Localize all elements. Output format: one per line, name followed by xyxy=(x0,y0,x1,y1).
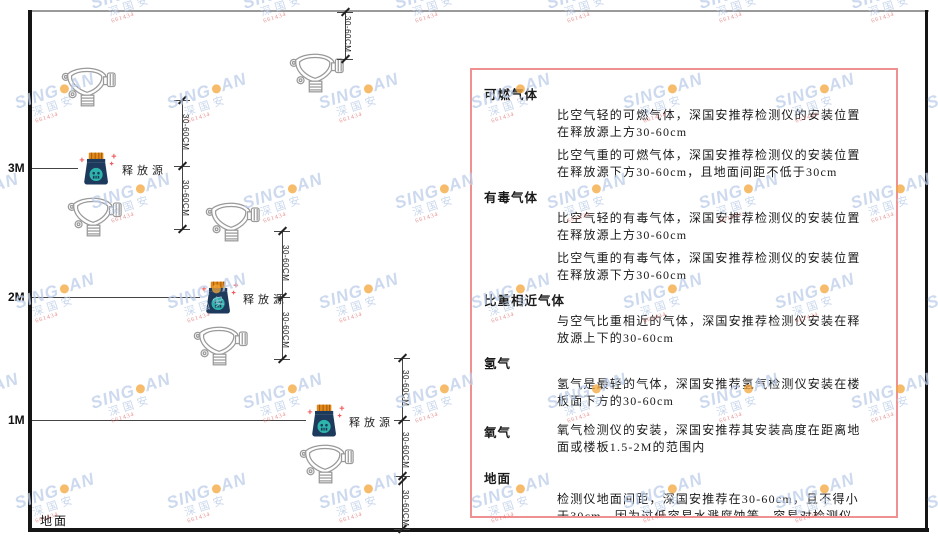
dimension-label: 30-60CM xyxy=(181,114,190,151)
dimension-line-2m xyxy=(274,226,290,364)
dimension-line-3m xyxy=(174,95,190,234)
section-heading: 可燃气体 xyxy=(484,88,539,102)
section-hydrogen: 氢气 氢气是最轻的气体，深国安推荐氢气检测仪安装在楼板面下方的30-60cm xyxy=(484,353,882,410)
release-source-label-2m: 释放源 xyxy=(243,294,288,306)
gas-detector-icon xyxy=(289,53,344,93)
section-heading: 比重相近气体 xyxy=(484,294,566,308)
section-oxygen: 氧气 氧气检测仪的安装，深国安推荐其安装高度在距离地面或楼板1.5-2M的范围内 xyxy=(484,416,882,462)
ground-label: 地面 xyxy=(40,514,69,528)
ground-line xyxy=(28,528,929,532)
height-label-3m: 3M xyxy=(8,161,25,175)
dimension-label: 30-60CM xyxy=(181,180,190,217)
section-paragraph: 氧气检测仪的安装，深国安推荐其安装高度在距离地面或楼板1.5-2M的范围内 xyxy=(557,423,861,454)
dimension-line-ceiling xyxy=(337,7,353,64)
gas-detector-icon xyxy=(67,197,122,237)
section-paragraph: 氢气是最轻的气体，深国安推荐氢气检测仪安装在楼板面下方的30-60cm xyxy=(557,377,861,408)
dimension-label: 30-60CM xyxy=(281,312,290,349)
level-line-3m xyxy=(32,168,78,169)
level-line-2m xyxy=(32,297,200,298)
gas-detector-icon xyxy=(205,202,260,242)
release-source-label-1m: 释放源 xyxy=(349,417,394,429)
level-line-1m xyxy=(32,420,306,421)
section-heading: 有毒气体 xyxy=(484,191,539,205)
section-toxic-gas: 有毒气体 比空气轻的有毒气体，深国安推荐检测仪的安装位置在释放源上方30-60c… xyxy=(484,187,882,284)
dimension-label: 30-60CM xyxy=(343,16,352,53)
release-source-icon-1m xyxy=(307,404,345,438)
section-paragraph: 比空气重的可燃气体，深国安推荐检测仪的安装位置在释放源下方30-60cm，且地面… xyxy=(557,148,861,179)
wall-line xyxy=(28,10,32,532)
section-ground: 地面 检测仪地面间距，深国安推荐在30-60cm，且不得小于30cm，因为过低容… xyxy=(484,468,882,518)
height-label-1m: 1M xyxy=(8,413,25,427)
gas-detector-icon xyxy=(193,326,248,366)
gas-detector-icon xyxy=(299,444,354,484)
section-paragraph: 比空气轻的可燃气体，深国安推荐检测仪的安装位置在释放源上方30-60cm xyxy=(557,108,861,139)
installation-guide-panel: 可燃气体 比空气轻的可燃气体，深国安推荐检测仪的安装位置在释放源上方30-60c… xyxy=(470,68,898,518)
dimension-label: 30-60CM xyxy=(281,245,290,282)
section-flammable-gas: 可燃气体 比空气轻的可燃气体，深国安推荐检测仪的安装位置在释放源上方30-60c… xyxy=(484,84,882,181)
section-heading: 地面 xyxy=(484,472,512,486)
section-heading: 氢气 xyxy=(484,357,512,371)
dimension-label: 30-60CM xyxy=(401,370,410,407)
section-heading: 氧气 xyxy=(484,426,512,440)
section-paragraph: 比空气轻的有毒气体，深国安推荐检测仪的安装位置在释放源上方30-60cm xyxy=(557,211,861,242)
height-label-2m: 2M xyxy=(8,290,25,304)
gas-detector-icon xyxy=(61,67,116,107)
section-similar-density-gas: 比重相近气体 与空气比重相近的气体，深国安推荐检测仪安装在释放源上下的30-60… xyxy=(484,290,882,347)
release-source-label-3m: 释放源 xyxy=(122,165,167,177)
section-paragraph: 检测仪地面间距，深国安推荐在30-60cm，且不得小于30cm，因为过低容易水溅… xyxy=(557,492,859,518)
dimension-line-1m xyxy=(394,353,410,534)
section-paragraph: 与空气比重相近的气体，深国安推荐检测仪安装在释放源上下的30-60cm xyxy=(557,314,861,345)
right-border-line xyxy=(925,10,928,532)
section-paragraph: 比空气重的有毒气体，深国安推荐检测仪的安装位置在释放源下方30-60cm xyxy=(557,251,861,282)
ceiling-line xyxy=(28,10,929,12)
dimension-label: 30-60CM xyxy=(401,432,410,469)
release-source-icon-2m xyxy=(201,281,239,315)
release-source-icon-3m xyxy=(79,152,117,186)
dimension-label: 30-60CM xyxy=(401,490,410,527)
